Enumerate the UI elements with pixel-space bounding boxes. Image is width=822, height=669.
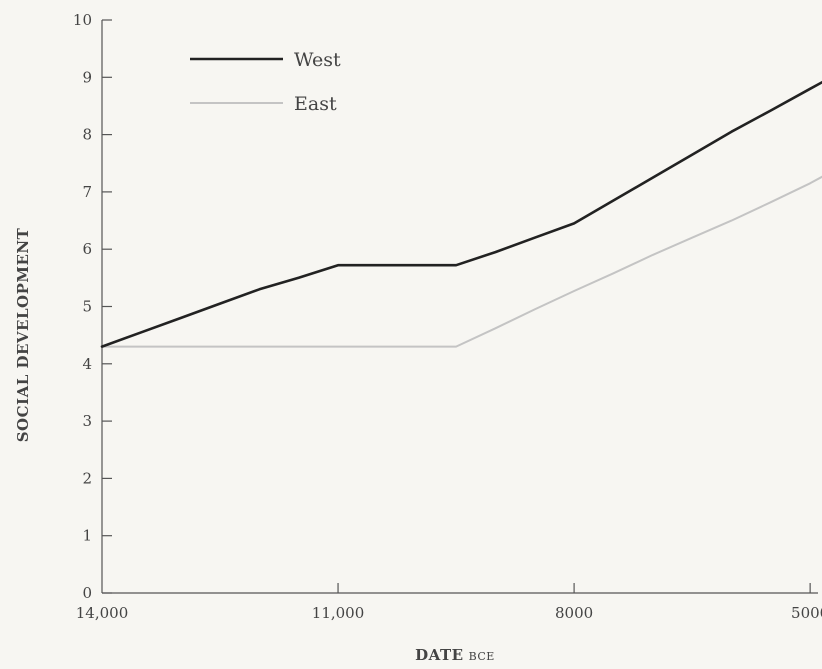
y-tick-label: 6 xyxy=(82,240,92,258)
x-tick-label: 8000 xyxy=(555,604,593,622)
y-tick-label: 0 xyxy=(82,584,92,602)
x-tick-label: 11,000 xyxy=(312,604,365,622)
y-tick-label: 1 xyxy=(82,527,92,545)
x-axis-title-suffix: BCE xyxy=(469,650,495,663)
y-tick-label: 10 xyxy=(73,11,92,29)
x-tick-label: 5000 xyxy=(791,604,822,622)
series-line-east xyxy=(102,175,822,347)
y-tick-label: 7 xyxy=(82,183,92,201)
y-tick-label: 9 xyxy=(82,68,92,86)
y-axis-title: SOCIAL DEVELOPMENT xyxy=(14,227,32,442)
legend-label-west: West xyxy=(294,49,341,71)
x-tick-label: 14,000 xyxy=(76,604,129,622)
y-tick-label: 4 xyxy=(82,355,92,373)
y-tick-label: 2 xyxy=(82,469,92,487)
series-layer xyxy=(102,80,822,346)
legend-label-east: East xyxy=(294,93,337,115)
y-tick-label: 3 xyxy=(82,412,92,430)
x-axis-title: DATE BCE xyxy=(415,646,495,664)
y-tick-label: 5 xyxy=(82,298,92,316)
x-axis-title-main: DATE xyxy=(415,646,463,664)
series-line-west xyxy=(102,80,822,346)
y-tick-label: 8 xyxy=(82,126,92,144)
legend: West East xyxy=(190,49,341,115)
